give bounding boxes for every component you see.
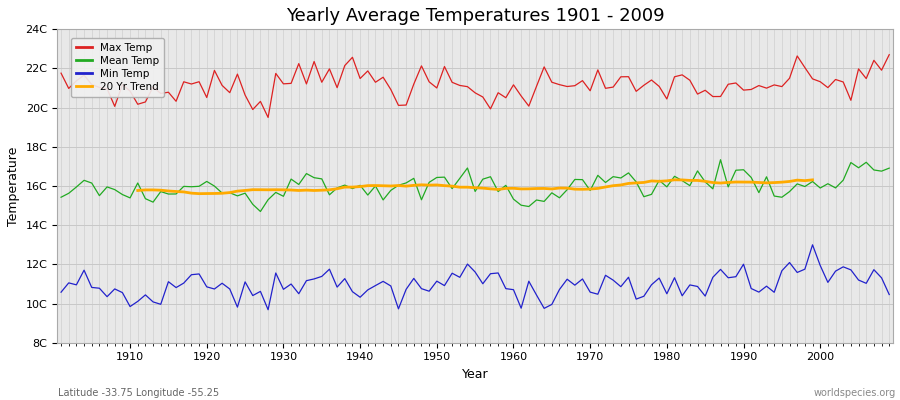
Text: worldspecies.org: worldspecies.org (814, 388, 896, 398)
X-axis label: Year: Year (462, 368, 489, 381)
Legend: Max Temp, Mean Temp, Min Temp, 20 Yr Trend: Max Temp, Mean Temp, Min Temp, 20 Yr Tre… (71, 38, 165, 98)
Y-axis label: Temperature: Temperature (7, 146, 20, 226)
Text: Latitude -33.75 Longitude -55.25: Latitude -33.75 Longitude -55.25 (58, 388, 220, 398)
Title: Yearly Average Temperatures 1901 - 2009: Yearly Average Temperatures 1901 - 2009 (286, 7, 664, 25)
